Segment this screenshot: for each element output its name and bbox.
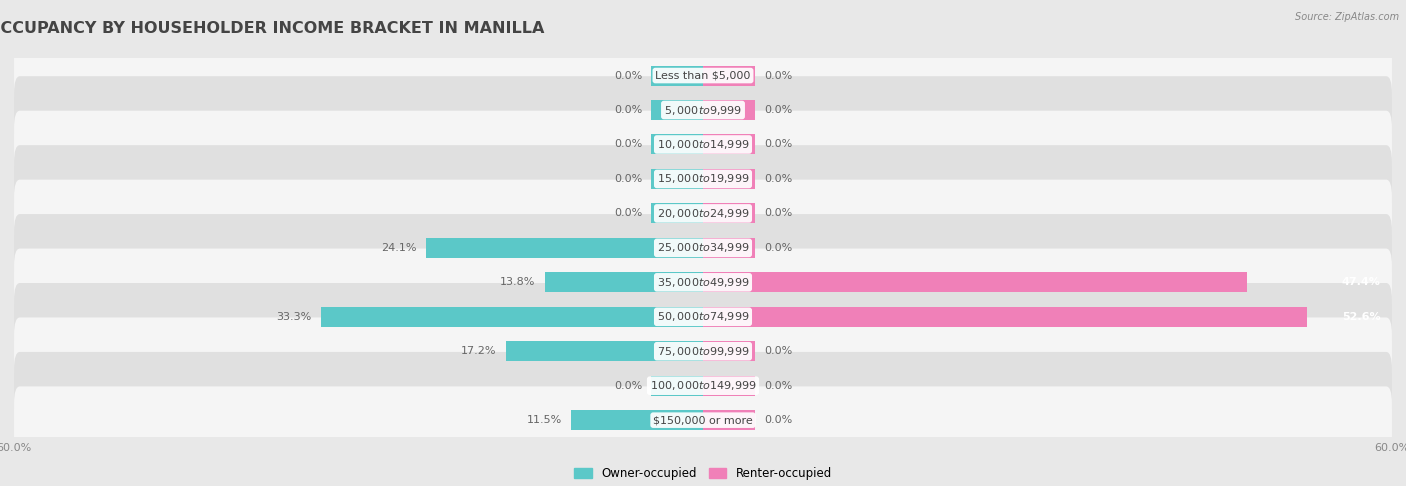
Text: 0.0%: 0.0% — [763, 139, 792, 150]
FancyBboxPatch shape — [14, 42, 1392, 109]
Text: $35,000 to $49,999: $35,000 to $49,999 — [657, 276, 749, 289]
Text: $5,000 to $9,999: $5,000 to $9,999 — [664, 104, 742, 117]
Text: $20,000 to $24,999: $20,000 to $24,999 — [657, 207, 749, 220]
Bar — [703, 169, 755, 189]
Text: 0.0%: 0.0% — [763, 105, 792, 115]
FancyBboxPatch shape — [14, 214, 1392, 281]
Text: 0.0%: 0.0% — [763, 174, 792, 184]
Text: Less than $5,000: Less than $5,000 — [655, 70, 751, 81]
Text: 0.0%: 0.0% — [763, 346, 792, 356]
FancyBboxPatch shape — [14, 111, 1392, 178]
Bar — [651, 204, 703, 224]
FancyBboxPatch shape — [14, 248, 1392, 316]
Text: $75,000 to $99,999: $75,000 to $99,999 — [657, 345, 749, 358]
Text: Source: ZipAtlas.com: Source: ZipAtlas.com — [1295, 12, 1399, 22]
FancyBboxPatch shape — [14, 76, 1392, 144]
Bar — [321, 307, 703, 327]
Text: 11.5%: 11.5% — [526, 415, 562, 425]
Text: 0.0%: 0.0% — [614, 105, 643, 115]
Text: $10,000 to $14,999: $10,000 to $14,999 — [657, 138, 749, 151]
Bar — [703, 238, 755, 258]
Text: 47.4%: 47.4% — [1341, 278, 1381, 287]
Text: 0.0%: 0.0% — [763, 381, 792, 391]
Text: 33.3%: 33.3% — [276, 312, 312, 322]
Bar — [426, 238, 703, 258]
Bar — [703, 66, 755, 86]
Bar — [703, 204, 755, 224]
Bar — [703, 410, 755, 430]
Text: 0.0%: 0.0% — [614, 174, 643, 184]
Bar — [651, 376, 703, 396]
Text: OCCUPANCY BY HOUSEHOLDER INCOME BRACKET IN MANILLA: OCCUPANCY BY HOUSEHOLDER INCOME BRACKET … — [0, 20, 544, 35]
Legend: Owner-occupied, Renter-occupied: Owner-occupied, Renter-occupied — [569, 462, 837, 485]
FancyBboxPatch shape — [14, 180, 1392, 247]
Text: $15,000 to $19,999: $15,000 to $19,999 — [657, 173, 749, 186]
Text: $25,000 to $34,999: $25,000 to $34,999 — [657, 242, 749, 254]
FancyBboxPatch shape — [14, 386, 1392, 454]
Text: 0.0%: 0.0% — [614, 208, 643, 218]
Text: 24.1%: 24.1% — [381, 243, 418, 253]
Text: 0.0%: 0.0% — [763, 70, 792, 81]
Bar — [544, 272, 703, 292]
Bar — [651, 100, 703, 120]
Bar — [651, 135, 703, 155]
Text: $150,000 or more: $150,000 or more — [654, 415, 752, 425]
FancyBboxPatch shape — [14, 283, 1392, 350]
Text: $50,000 to $74,999: $50,000 to $74,999 — [657, 310, 749, 323]
Text: 52.6%: 52.6% — [1341, 312, 1381, 322]
Bar — [651, 169, 703, 189]
Text: 0.0%: 0.0% — [614, 139, 643, 150]
FancyBboxPatch shape — [14, 145, 1392, 213]
Text: 0.0%: 0.0% — [763, 243, 792, 253]
Bar — [703, 341, 755, 361]
Text: 13.8%: 13.8% — [501, 278, 536, 287]
Bar — [703, 307, 1308, 327]
FancyBboxPatch shape — [14, 317, 1392, 385]
Bar — [571, 410, 703, 430]
FancyBboxPatch shape — [14, 352, 1392, 419]
Bar — [703, 135, 755, 155]
Bar — [703, 272, 1247, 292]
Bar — [703, 100, 755, 120]
Text: 0.0%: 0.0% — [614, 381, 643, 391]
Bar — [506, 341, 703, 361]
Text: 0.0%: 0.0% — [614, 70, 643, 81]
Text: 0.0%: 0.0% — [763, 415, 792, 425]
Text: $100,000 to $149,999: $100,000 to $149,999 — [650, 379, 756, 392]
Text: 0.0%: 0.0% — [763, 208, 792, 218]
Bar — [703, 376, 755, 396]
Bar — [651, 66, 703, 86]
Text: 17.2%: 17.2% — [461, 346, 496, 356]
